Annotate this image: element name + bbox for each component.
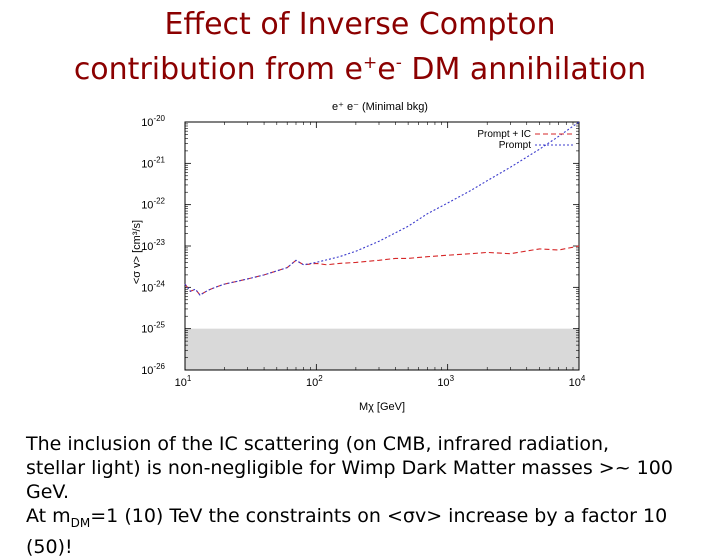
caption-line3-suffix: =1 (10) TeV the constraints on <σv> incr… <box>26 505 668 558</box>
caption-line3: At mDM=1 (10) TeV the constraints on <σv… <box>26 504 716 559</box>
y-tick-label: 10-24 <box>141 279 165 294</box>
slide-title-line2: contribution from e+e- DM annihilation <box>0 44 720 89</box>
x-tick-label: 103 <box>437 374 454 389</box>
x-axis-label: Mχ [GeV] <box>359 401 405 413</box>
y-tick-label: 10-22 <box>141 197 165 212</box>
caption-line1: The inclusion of the IC scattering (on C… <box>26 433 610 455</box>
caption-line3-sub: DM <box>70 515 91 530</box>
y-tick-label: 10-25 <box>141 321 165 336</box>
legend-label: Prompt + IC <box>477 129 531 140</box>
chart: e⁺ e⁻ (Minimal bkg) 101 102 103 104 10-26 10-… <box>131 101 586 413</box>
y-tick-label: 10-23 <box>141 238 165 253</box>
legend-label: Prompt <box>499 140 531 151</box>
y-tick-label: 10-26 <box>141 362 165 377</box>
title-prefix: contribution from e <box>73 52 363 87</box>
series-line-prompt-ic <box>184 245 580 296</box>
shaded-band <box>185 328 579 370</box>
caption-line2: stellar light) is non-negligible for Wim… <box>26 457 673 503</box>
x-tick-label: 102 <box>306 374 323 389</box>
y-tick-label: 10-21 <box>141 155 165 170</box>
y-tick-label: 10-20 <box>141 114 165 129</box>
caption-line3-prefix: At m <box>26 505 71 527</box>
chart-title: e⁺ e⁻ (Minimal bkg) <box>332 101 428 113</box>
title-sup-plus: + <box>362 53 378 73</box>
x-tick-label: 104 <box>569 374 586 389</box>
title-mid: e <box>377 52 396 87</box>
caption: The inclusion of the IC scattering (on C… <box>26 432 716 559</box>
y-axis-label: <σ v> [cm³/s] <box>131 220 143 284</box>
x-tick-label: 101 <box>175 374 192 389</box>
slide-title: Effect of Inverse Compton contribution f… <box>0 6 720 89</box>
title-sup-minus: - <box>395 53 402 73</box>
series-line-prompt <box>184 121 580 296</box>
title-suffix: DM annihilation <box>401 52 647 87</box>
slide-title-line1: Effect of Inverse Compton <box>164 7 556 42</box>
